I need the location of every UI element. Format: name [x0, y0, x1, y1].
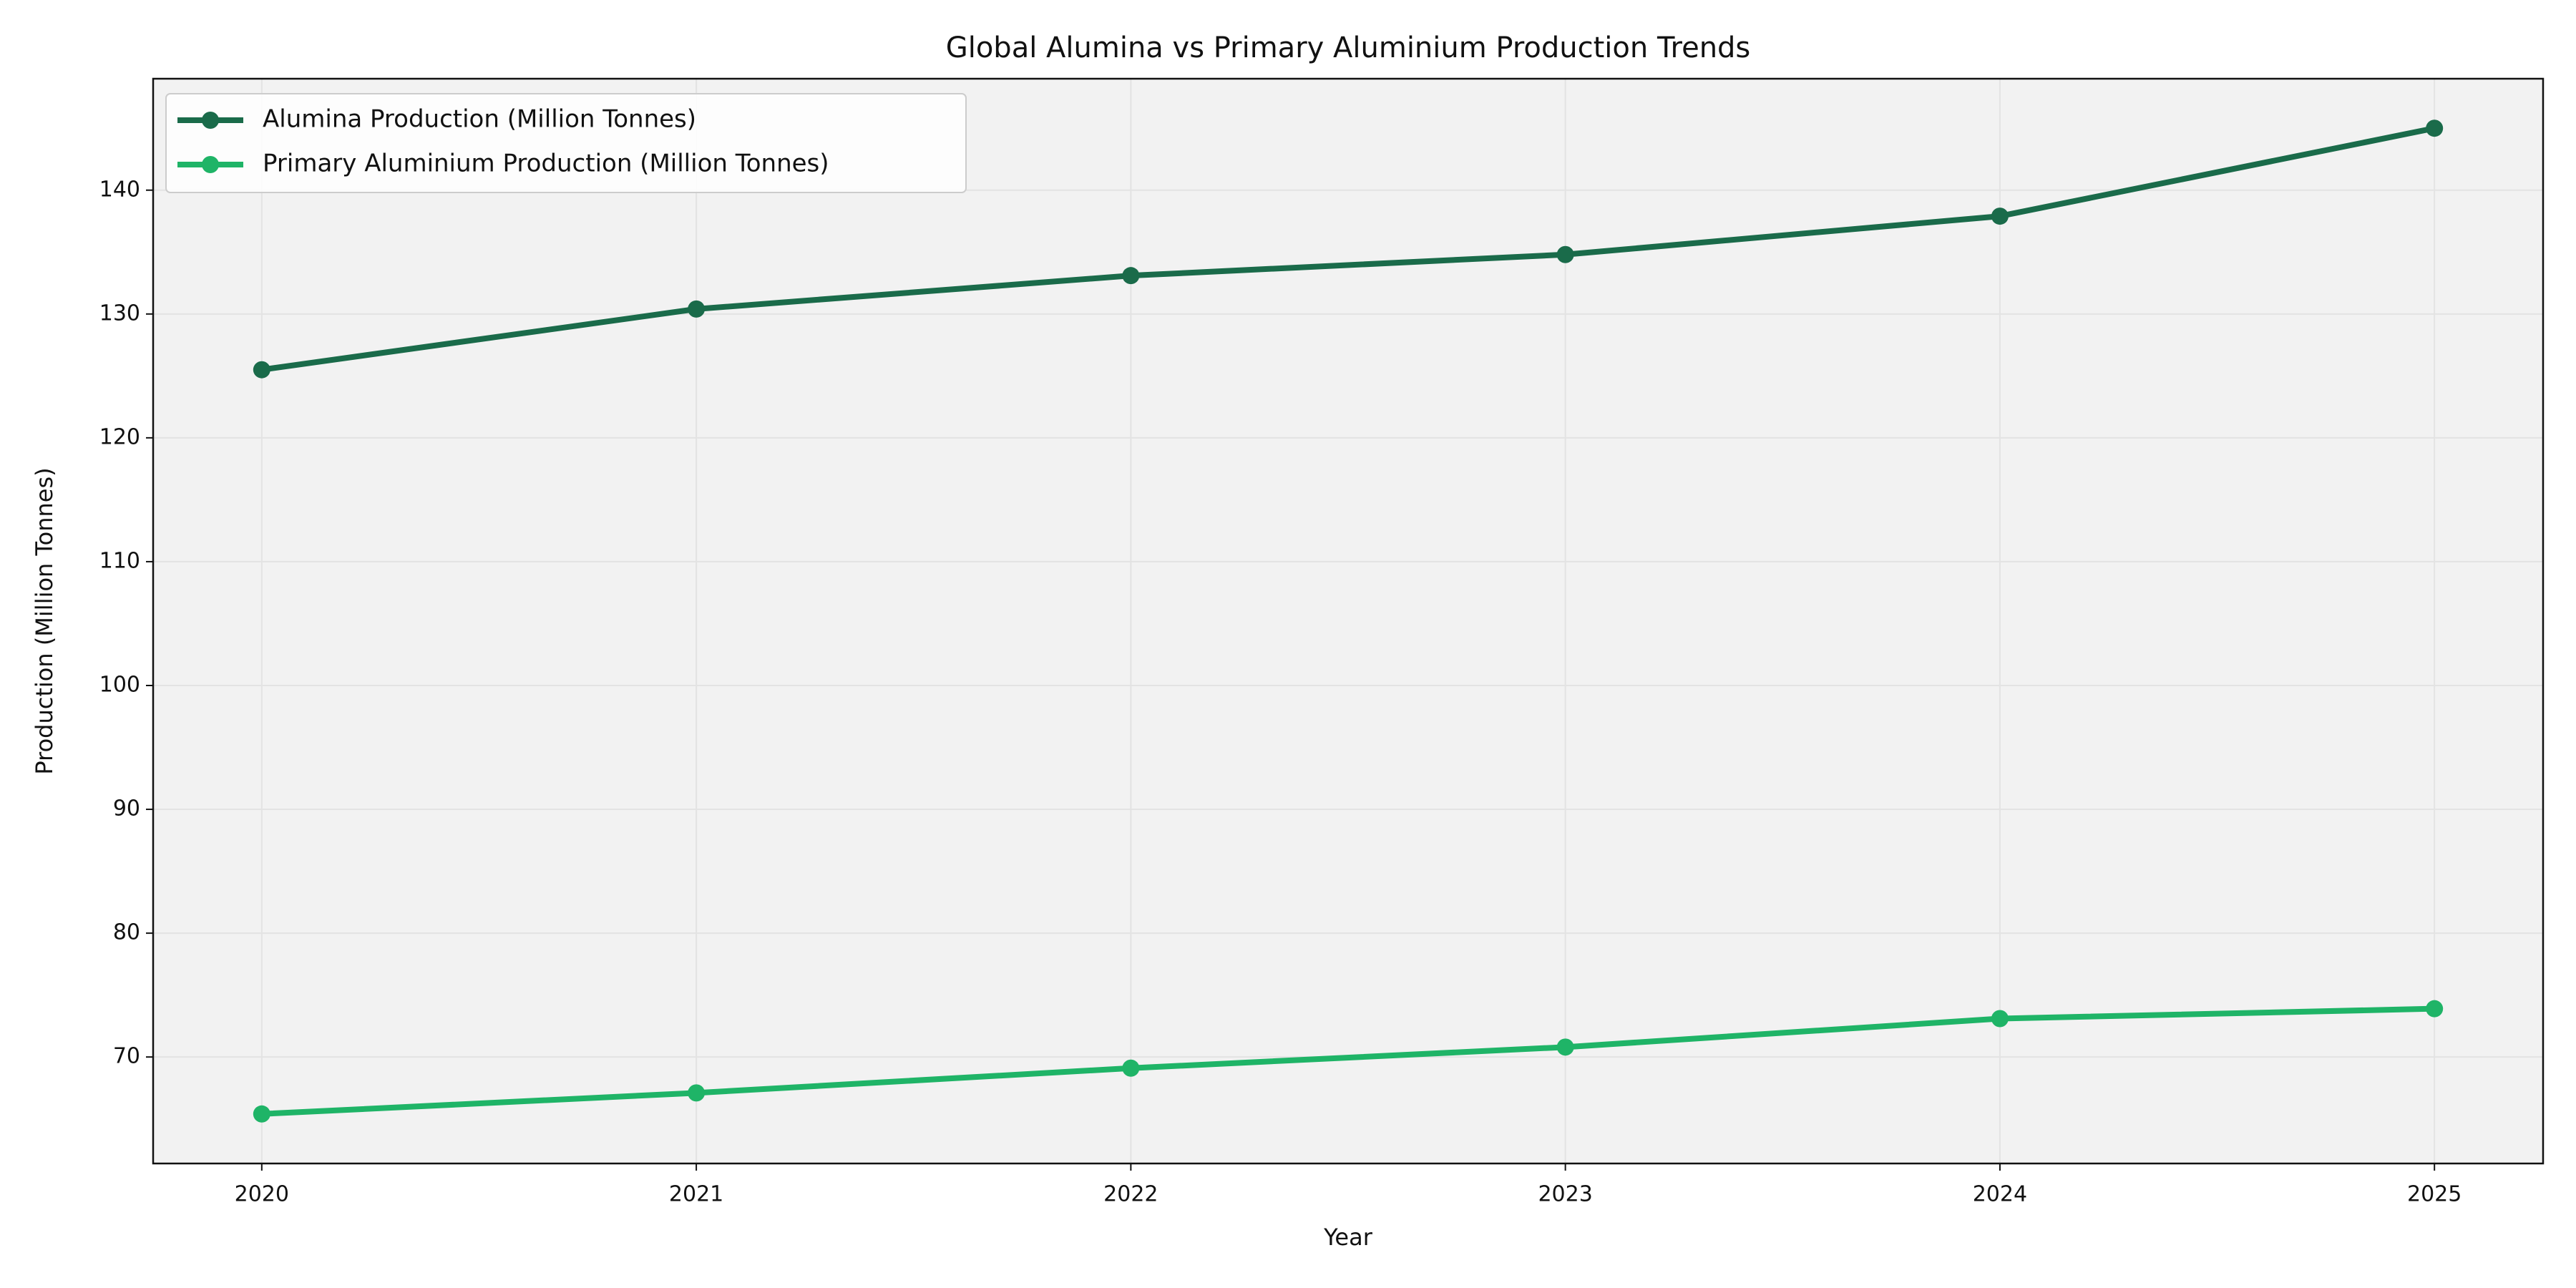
x-tick-label: 2023	[1538, 1182, 1592, 1207]
data-point	[688, 300, 706, 318]
data-point	[1991, 208, 2009, 225]
legend-label: Primary Aluminium Production (Million To…	[263, 150, 829, 178]
y-tick-label: 130	[99, 301, 140, 326]
data-point	[253, 361, 270, 379]
axes-frame	[152, 77, 2545, 1165]
x-tick-label: 2022	[1103, 1182, 1158, 1207]
plot-area	[153, 79, 2543, 1163]
legend-marker	[202, 156, 219, 173]
y-tick-label: 90	[113, 796, 140, 821]
y-tick-label: 140	[99, 177, 140, 202]
y-tick-label: 100	[99, 672, 140, 697]
y-tick-label: 110	[99, 548, 140, 573]
data-point	[253, 1105, 270, 1123]
x-tick-label: 2024	[1973, 1182, 2027, 1207]
legend: Alumina Production (Million Tonnes) Prima…	[165, 93, 967, 193]
y-tick-label: 70	[113, 1044, 140, 1069]
data-point	[2426, 1000, 2444, 1018]
series-line	[261, 125, 2435, 373]
legend-label: Alumina Production (Million Tonnes)	[263, 105, 696, 134]
legend-marker	[202, 112, 219, 129]
chart-title: Global Alumina vs Primary Aluminium Prod…	[946, 31, 1751, 64]
data-point	[1122, 1059, 1140, 1077]
y-axis-label: Production (Million Tonnes)	[31, 467, 58, 774]
data-point	[688, 1084, 706, 1102]
y-tick-label: 120	[99, 424, 140, 449]
x-axis-label: Year	[1323, 1224, 1373, 1251]
data-point	[1556, 1038, 1574, 1056]
x-tick-label: 2020	[235, 1182, 289, 1207]
x-tick-label: 2021	[669, 1182, 723, 1207]
data-point	[1556, 245, 1574, 263]
data-point	[1122, 267, 1140, 285]
data-point	[1991, 1010, 2009, 1028]
data-point	[2426, 119, 2444, 137]
legend-box	[165, 93, 967, 193]
y-tick-label: 80	[113, 920, 140, 945]
series-line	[261, 1005, 2435, 1117]
x-tick-label: 2025	[2407, 1182, 2462, 1207]
